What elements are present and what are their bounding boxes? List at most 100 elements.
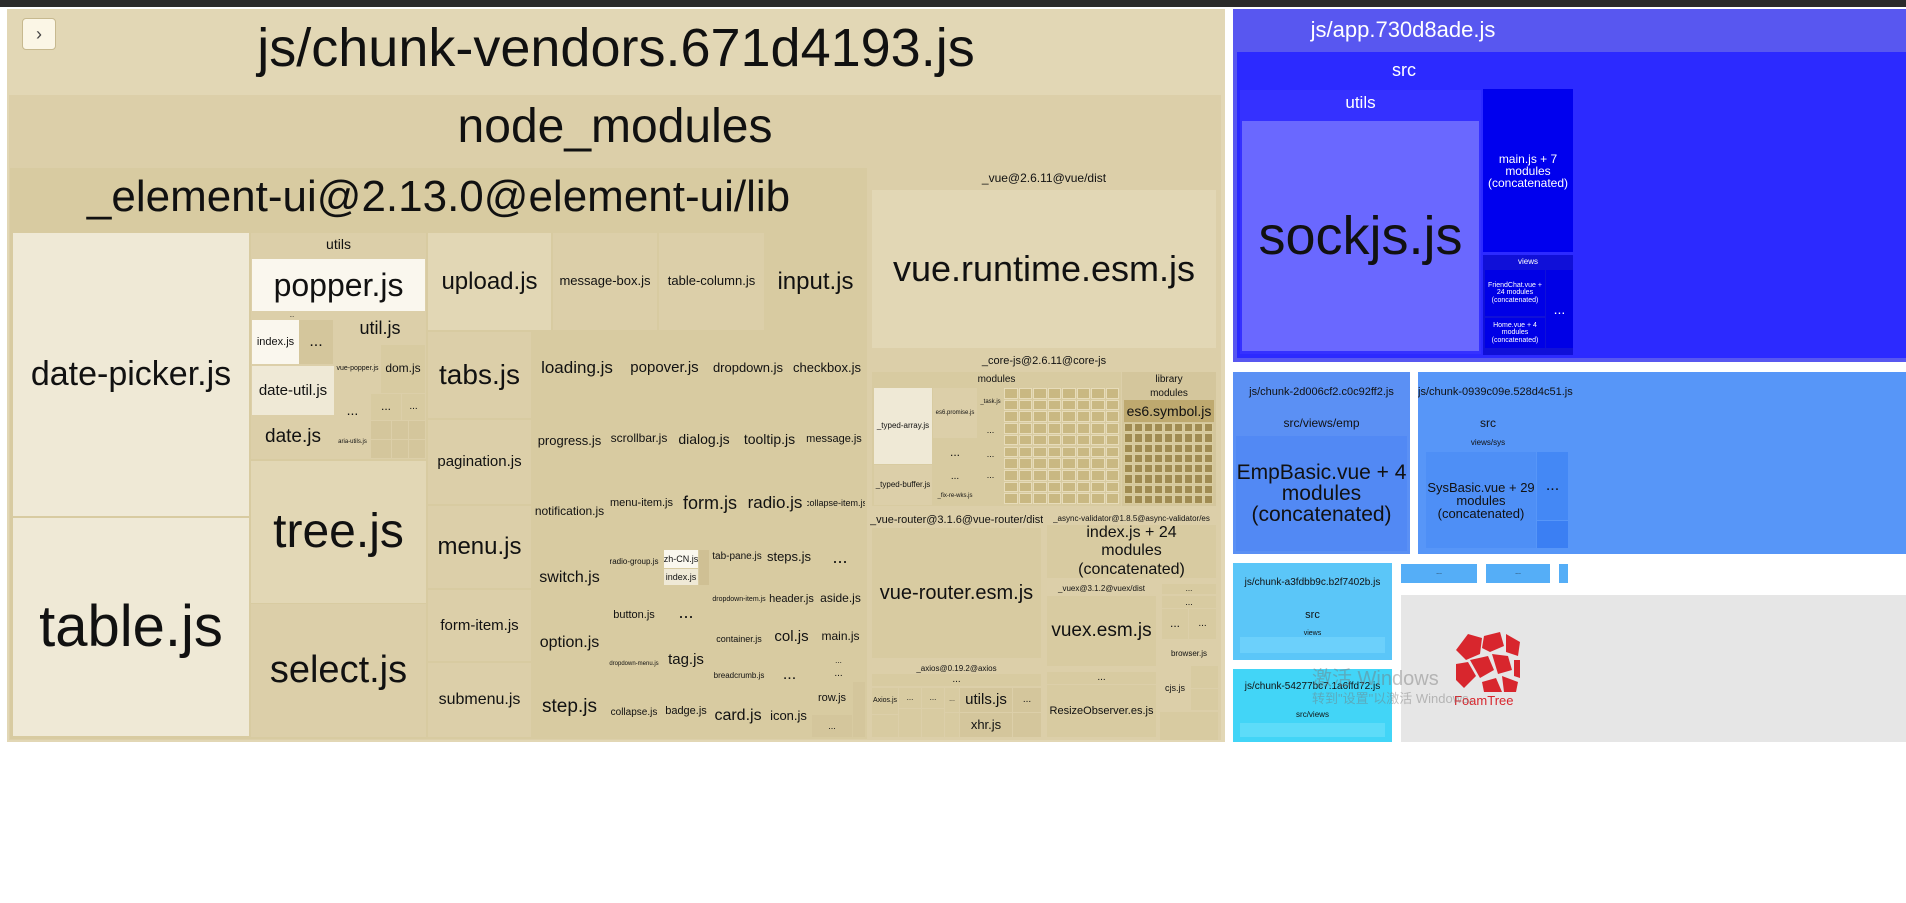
tiny-module[interactable] (1184, 433, 1193, 443)
utils-axios-module[interactable]: utils.js (960, 688, 1012, 712)
small-module[interactable]: ... (978, 444, 1003, 464)
a3fd-module[interactable] (1240, 637, 1385, 653)
cjs-module[interactable]: cjs.js (1160, 666, 1190, 710)
radio-module[interactable]: radio.js (744, 473, 806, 533)
vue-router-module[interactable]: vue-router.esm.js (872, 528, 1041, 658)
tiny-module[interactable] (1184, 453, 1193, 463)
dom-module[interactable]: dom.js (381, 345, 425, 393)
tiny-module[interactable] (1105, 434, 1119, 446)
button-module[interactable]: button.js (607, 590, 661, 640)
tiny-module[interactable] (1204, 474, 1213, 484)
tiny-module[interactable] (1154, 453, 1163, 463)
tiny-module[interactable] (1047, 458, 1061, 469)
tiny-module[interactable] (1204, 453, 1213, 463)
tiny-module[interactable] (1134, 443, 1143, 453)
vuex-module[interactable]: vuex.esm.js (1047, 596, 1156, 666)
tiny-module[interactable] (1174, 423, 1183, 433)
tiny-module[interactable] (1124, 494, 1133, 504)
tiny-module[interactable] (1062, 434, 1076, 446)
tiny-module[interactable] (1004, 423, 1018, 434)
tiny-module[interactable] (1124, 433, 1133, 443)
collapse-module[interactable]: collapse.js (607, 688, 661, 737)
small-module[interactable]: ... (1546, 270, 1573, 348)
step-module[interactable]: step.js (533, 677, 606, 737)
tiny-module[interactable] (1164, 484, 1173, 494)
tiny-module[interactable] (1204, 494, 1213, 504)
tiny-module[interactable] (1062, 399, 1076, 411)
tiny-module[interactable] (1194, 423, 1203, 433)
tiny-module[interactable] (1004, 446, 1018, 458)
tiny-module[interactable] (1033, 446, 1047, 458)
small-module[interactable] (922, 709, 944, 737)
tiny-module[interactable] (1174, 494, 1183, 504)
tiny-module[interactable] (1076, 411, 1090, 423)
tiny-module[interactable] (1134, 494, 1143, 504)
tiny-module[interactable] (1047, 434, 1061, 446)
more-module[interactable]: ... (815, 535, 865, 579)
tiny-module[interactable] (1144, 484, 1153, 494)
message-module[interactable]: message.js (803, 406, 865, 472)
tiny-module[interactable] (1033, 411, 1047, 423)
tiny-module[interactable] (1105, 399, 1119, 411)
util-module[interactable]: util.js (335, 312, 425, 344)
tiny-module[interactable] (1004, 434, 1018, 446)
tiny-module[interactable] (1033, 493, 1047, 504)
task-module[interactable]: _task.js (978, 388, 1003, 416)
dropdown-menu-module[interactable]: dropdown-menu.js (607, 641, 661, 687)
progress-module[interactable]: progress.js (533, 406, 606, 476)
tiny-module[interactable] (1076, 481, 1090, 493)
tiny-module[interactable] (1194, 484, 1203, 494)
tiny-module[interactable] (1174, 433, 1183, 443)
sockjs-module[interactable]: sockjs.js (1242, 121, 1479, 351)
tag-module[interactable]: tag.js (662, 635, 710, 685)
dropdown-module[interactable]: dropdown.js (708, 332, 788, 404)
fix-re-wks-module[interactable]: _fix-re-wks.js (933, 487, 977, 505)
row-module[interactable]: row.js (812, 682, 852, 714)
dialog-module[interactable]: dialog.js (672, 406, 736, 472)
tiny-module[interactable] (1154, 423, 1163, 433)
tiny-module[interactable] (1018, 446, 1032, 458)
tiny-module[interactable] (1174, 453, 1183, 463)
tiny-module[interactable] (1154, 474, 1163, 484)
tiny-module[interactable] (1018, 388, 1032, 399)
tiny-module[interactable] (1164, 474, 1173, 484)
small-module[interactable] (409, 421, 425, 439)
small-module[interactable]: ... (371, 394, 401, 420)
tiny-module[interactable] (1194, 464, 1203, 474)
small-module[interactable]: ... (933, 468, 977, 486)
tiny-module[interactable] (1004, 458, 1018, 469)
home-module[interactable]: Home.vue + 4 modules (concatenated) (1485, 318, 1545, 348)
tiny-module[interactable] (1204, 484, 1213, 494)
small-module[interactable] (853, 682, 865, 737)
tiny-module[interactable] (1018, 469, 1032, 481)
date-module[interactable]: date.js (252, 416, 334, 458)
date-util-module[interactable]: date-util.js (252, 366, 334, 415)
tiny-module[interactable] (1134, 433, 1143, 443)
tiny-module[interactable] (1105, 481, 1119, 493)
small-module[interactable]: ... (1013, 688, 1041, 712)
index-module[interactable]: index.js (252, 320, 299, 364)
tiny-module[interactable] (1062, 469, 1076, 481)
tiny-module[interactable] (1047, 481, 1061, 493)
tiny-module[interactable] (1091, 493, 1105, 504)
tiny-module[interactable] (1144, 423, 1153, 433)
small-module[interactable]: ... (812, 656, 865, 666)
tooltip-module[interactable]: tooltip.js (737, 406, 802, 472)
tiny-module[interactable] (1184, 464, 1193, 474)
tiny-module[interactable] (1194, 474, 1203, 484)
breadcrumb-module[interactable]: breadcrumb.js (711, 658, 767, 694)
tiny-module[interactable] (1204, 464, 1213, 474)
tiny-module[interactable] (1144, 443, 1153, 453)
vue-popper-module[interactable]: vue-popper.js (335, 345, 380, 393)
tiny-module[interactable] (1174, 464, 1183, 474)
tiny-module[interactable] (1062, 458, 1076, 469)
tiny-module[interactable] (1091, 423, 1105, 434)
zh-cn-module[interactable]: zh-CN.js (664, 550, 698, 568)
radio-group-module[interactable]: radio-group.js (607, 535, 661, 588)
form-module[interactable]: form.js (677, 473, 743, 533)
chunk-small-2[interactable]: ... (1486, 564, 1550, 583)
tiny-module[interactable] (1144, 474, 1153, 484)
small-module[interactable]: ... (812, 715, 852, 737)
tiny-module[interactable] (1018, 399, 1032, 411)
tiny-module[interactable] (1124, 464, 1133, 474)
